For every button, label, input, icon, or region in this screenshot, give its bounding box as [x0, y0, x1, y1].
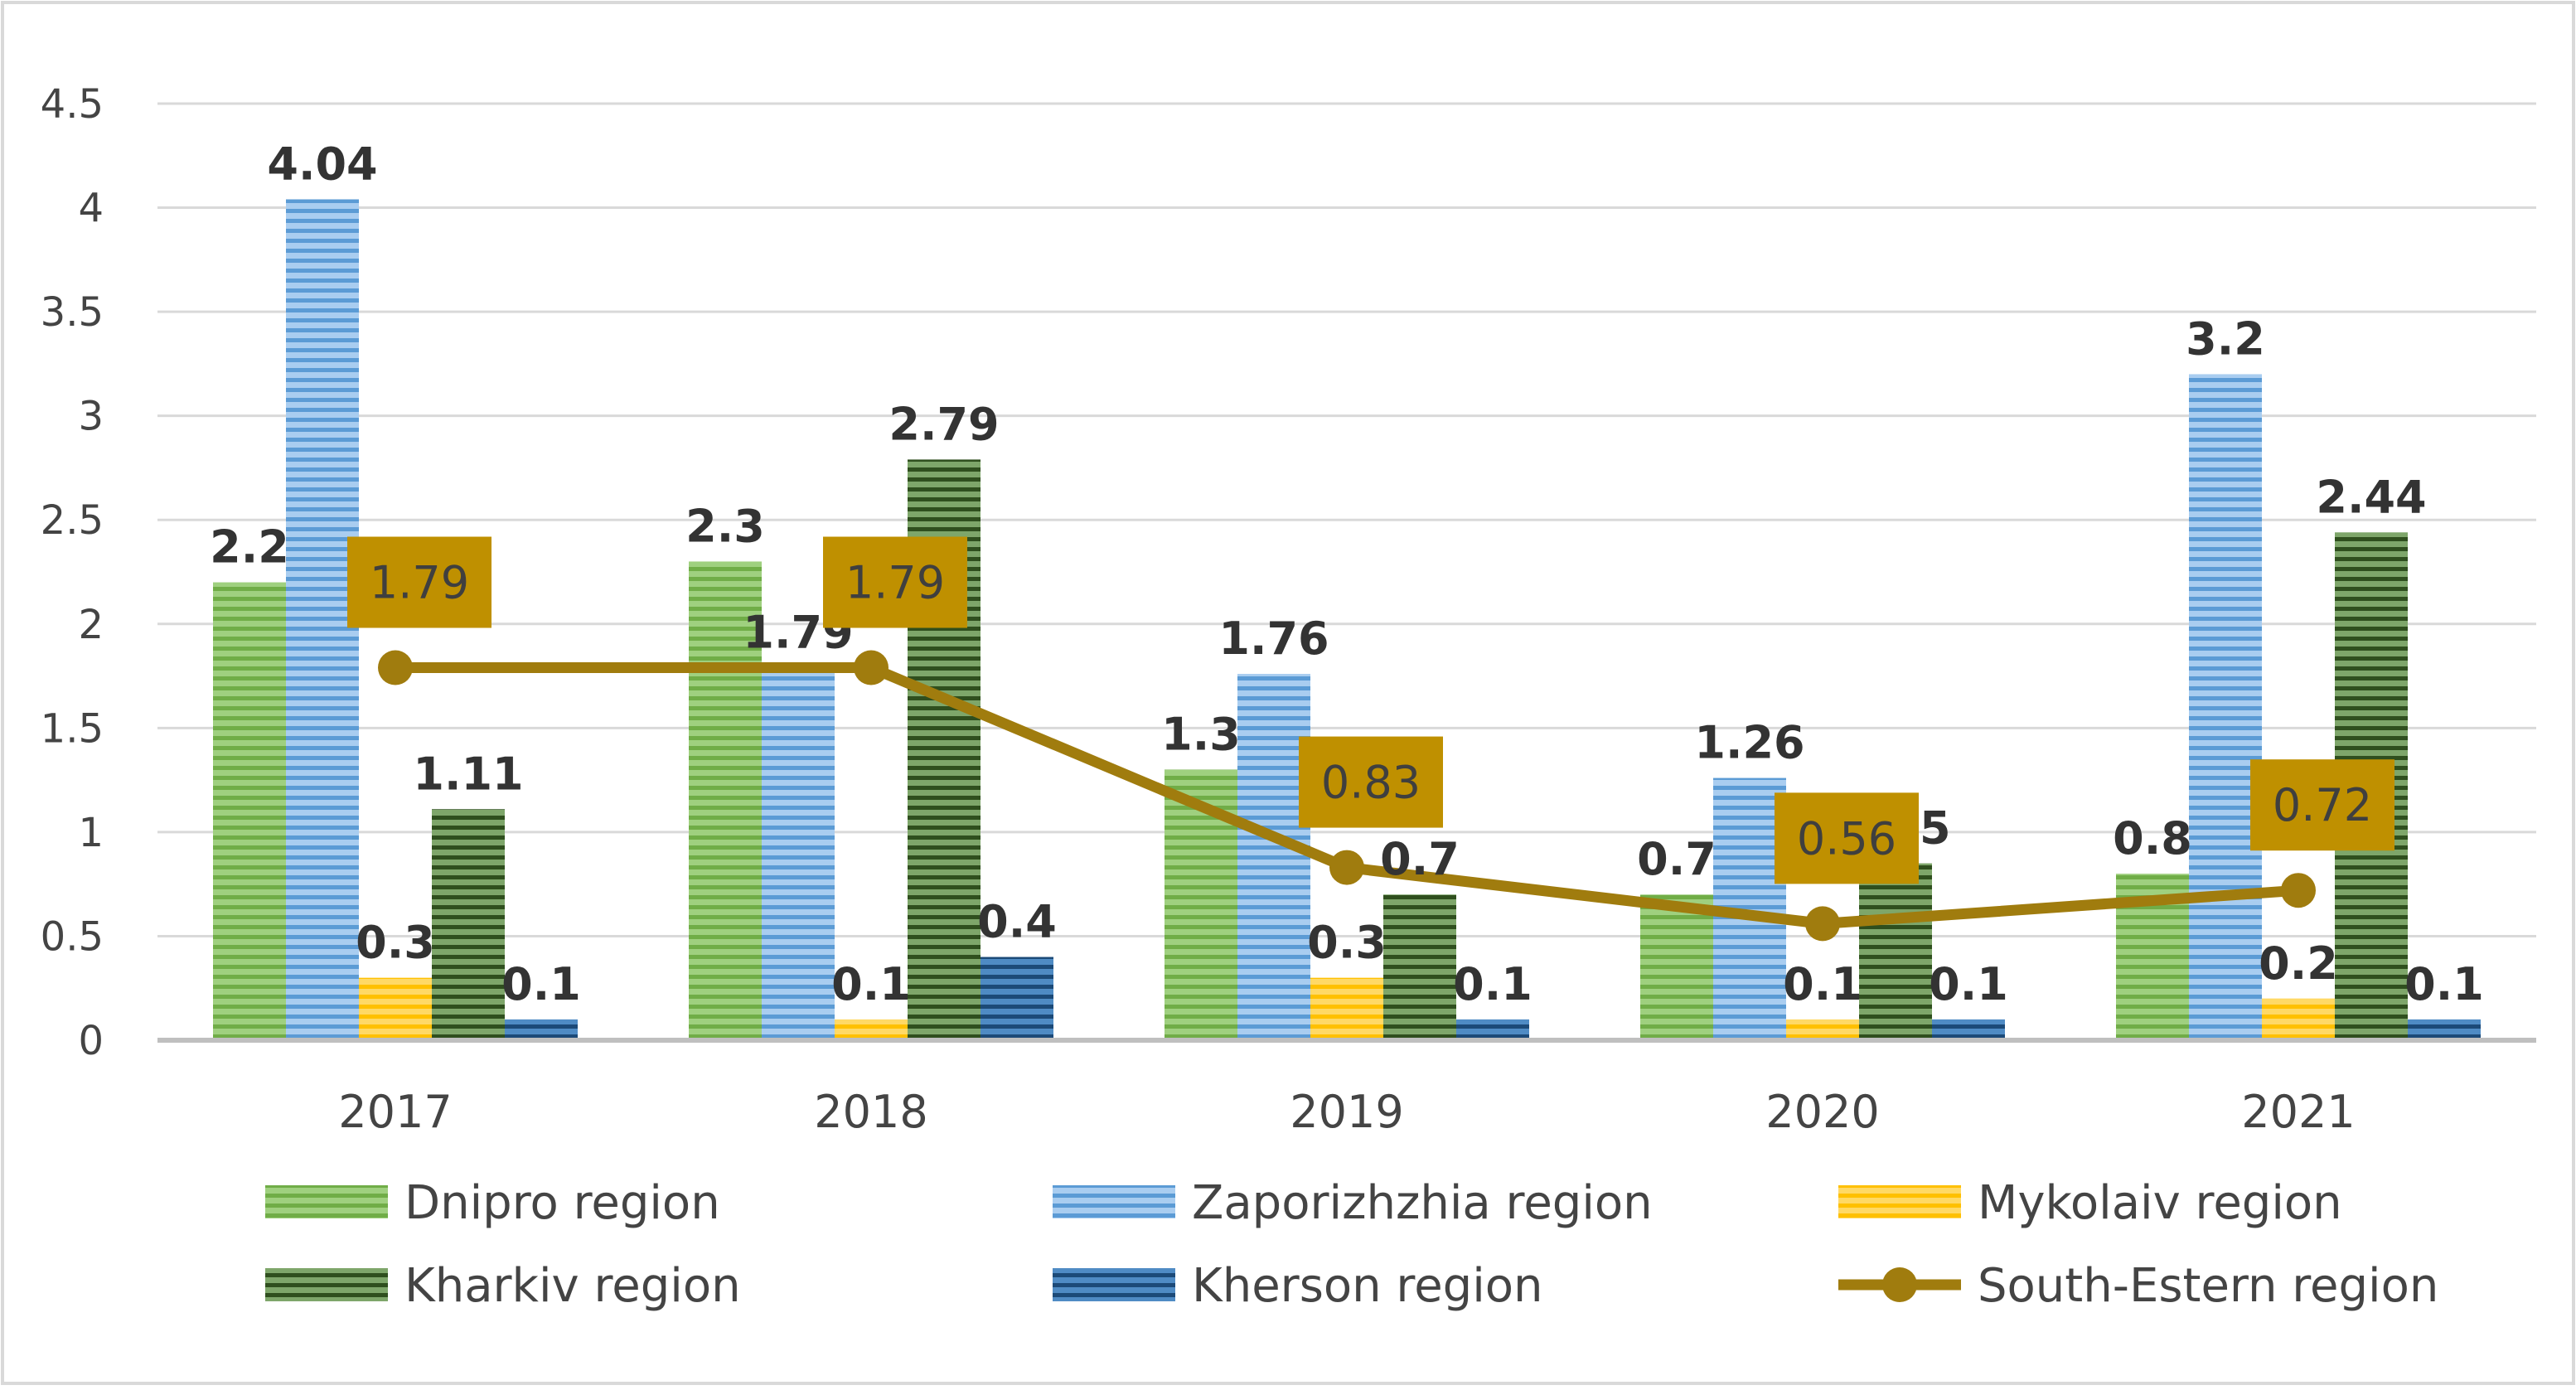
data-label-mykolaiv-region-2020: 0.1: [1783, 958, 1862, 1010]
legend-swatch: [1053, 1185, 1175, 1218]
y-tick-label: 2: [78, 602, 104, 648]
line-data-label-2021: 0.72: [2273, 779, 2372, 831]
marker-south-estern-region-2020: [1805, 906, 1840, 942]
line-series: [378, 650, 2316, 942]
bar-zaporizhzhia-region-2021: [2189, 374, 2262, 1040]
legend-swatch: [1053, 1268, 1175, 1301]
legend-label: Dnipro region: [404, 1176, 720, 1230]
legend-item-mykolaiv-region: Mykolaiv region: [1838, 1176, 2342, 1230]
bar-zaporizhzhia-region-2017: [286, 199, 359, 1040]
data-label-mykolaiv-region-2021: 0.2: [2259, 937, 2338, 990]
legend: Dnipro region Zaporizhzhia region Mykolaiv…: [265, 1176, 2438, 1313]
x-tick-label-2018: 2018: [814, 1086, 927, 1138]
legend-swatch: [265, 1185, 388, 1218]
legend-label: Zaporizhzhia region: [1192, 1176, 1653, 1230]
data-label-zaporizhzhia-region-2020: 1.26: [1694, 717, 1804, 769]
bar-dnipro-region-2018: [689, 561, 762, 1040]
line-label-box-2017: [347, 536, 491, 628]
x-tick-label-2019: 2019: [1290, 1086, 1403, 1138]
marker-south-estern-region-2021: [2281, 873, 2316, 908]
line-data-label-2019: 0.83: [1321, 757, 1421, 809]
data-label-dnipro-region-2021: 0.8: [2113, 812, 2192, 865]
legend-item-kherson-region: Kherson region: [1053, 1259, 1543, 1313]
y-tick-label: 4.5: [41, 81, 104, 128]
data-label-kherson-region-2017: 0.1: [501, 958, 581, 1010]
bar-zaporizhzhia-region-2019: [1237, 674, 1310, 1040]
line-data-label-2020: 0.56: [1797, 812, 1896, 865]
bar-kherson-region-2017: [505, 1019, 578, 1040]
line-label-box-2018: [823, 536, 967, 628]
legend-swatch: [265, 1268, 388, 1301]
data-label-dnipro-region-2017: 2.2: [210, 521, 289, 574]
bar-kherson-region-2018: [981, 957, 1053, 1040]
data-label-dnipro-region-2019: 1.3: [1161, 709, 1241, 761]
legend-item-kharkiv-region: Kharkiv region: [265, 1259, 741, 1313]
line-data-label-2017: 1.79: [370, 557, 469, 609]
legend-label: South-Estern region: [1978, 1259, 2438, 1313]
bar-zaporizhzhia-region-2018: [762, 667, 835, 1040]
data-label-kharkiv-region-2021: 2.44: [2316, 471, 2426, 523]
legend-item-south-estern-region: South-Estern region: [1838, 1259, 2438, 1313]
data-label-dnipro-region-2020: 0.7: [1637, 833, 1717, 885]
marker-south-estern-region-2018: [854, 650, 889, 685]
data-label-kharkiv-region-2017: 1.11: [413, 748, 523, 800]
bar-mykolaiv-region-2018: [835, 1019, 908, 1040]
data-label-zaporizhzhia-region-2017: 4.04: [267, 138, 377, 191]
data-labels: 2.2 2.3 1.3 0.7 0.8 4.04 1.79 1.76 1.26 3.2 0.3 0.1…: [210, 138, 2484, 1010]
legend-label: Mykolaiv region: [1978, 1176, 2342, 1230]
bar-dnipro-region-2020: [1640, 894, 1713, 1040]
data-label-mykolaiv-region-2019: 0.3: [1307, 917, 1387, 969]
legend-item-zaporizhzhia-region: Zaporizhzhia region: [1053, 1176, 1653, 1230]
legend-item-dnipro-region: Dnipro region: [265, 1176, 720, 1230]
marker-south-estern-region-2019: [1329, 850, 1364, 885]
bar-kherson-region-2019: [1456, 1019, 1529, 1040]
line-label-box-2021: [2250, 759, 2394, 851]
data-label-mykolaiv-region-2018: 0.1: [831, 958, 911, 1010]
y-tick-label: 1: [78, 810, 104, 856]
y-tick-label: 2.5: [41, 497, 104, 544]
y-tick-label: 1.5: [41, 705, 104, 752]
data-label-zaporizhzhia-region-2019: 1.76: [1218, 613, 1329, 665]
y-tick-label: 4: [78, 186, 104, 232]
x-axis: 2017 2018 2019 2020 2021: [157, 1038, 2536, 1138]
x-tick-label-2020: 2020: [1765, 1086, 1879, 1138]
data-label-kherson-region-2018: 0.4: [977, 896, 1057, 948]
bar-kharkiv-region-2020: [1859, 863, 1932, 1040]
line-data-label-2018: 1.79: [845, 557, 945, 609]
bar-mykolaiv-region-2020: [1786, 1019, 1859, 1040]
data-label-kharkiv-region-2019: 0.7: [1380, 833, 1460, 885]
marker-south-estern-region-2017: [378, 650, 413, 685]
x-tick-label-2017: 2017: [338, 1086, 452, 1138]
y-tick-label: 3.5: [41, 289, 104, 336]
bar-mykolaiv-region-2019: [1310, 977, 1383, 1040]
legend-swatch: [1838, 1185, 1961, 1218]
line-label-box-2019: [1299, 736, 1443, 828]
data-label-kharkiv-region-2018: 2.79: [889, 398, 999, 450]
legend-swatch-marker: [1882, 1267, 1917, 1302]
data-label-kherson-region-2020: 0.1: [1929, 958, 2008, 1010]
line-label-box-2020: [1775, 792, 1919, 884]
data-label-mykolaiv-region-2017: 0.3: [356, 917, 435, 969]
legend-label: Kherson region: [1192, 1259, 1543, 1313]
bar-dnipro-region-2017: [213, 582, 286, 1040]
bar-kharkiv-region-2017: [432, 809, 505, 1040]
bar-mykolaiv-region-2021: [2262, 998, 2335, 1040]
data-label-kherson-region-2019: 0.1: [1453, 958, 1533, 1010]
data-label-dnipro-region-2018: 2.3: [685, 500, 765, 552]
x-tick-label-2021: 2021: [2241, 1086, 2355, 1138]
bars: [213, 199, 2481, 1040]
bar-kharkiv-region-2019: [1383, 894, 1456, 1040]
y-axis: 0 0.5 1 1.5 2 2.5 3 3.5 4 4.5: [41, 81, 104, 1064]
data-label-zaporizhzhia-region-2021: 3.2: [2186, 312, 2265, 365]
y-tick-label: 0.5: [41, 913, 104, 960]
bar-kherson-region-2020: [1932, 1019, 2005, 1040]
legend-label: Kharkiv region: [404, 1259, 741, 1313]
data-label-kherson-region-2021: 0.1: [2404, 958, 2484, 1010]
bar-mykolaiv-region-2017: [359, 977, 432, 1040]
y-tick-label: 0: [78, 1018, 104, 1064]
bar-kherson-region-2021: [2408, 1019, 2481, 1040]
y-tick-label: 3: [78, 394, 104, 440]
